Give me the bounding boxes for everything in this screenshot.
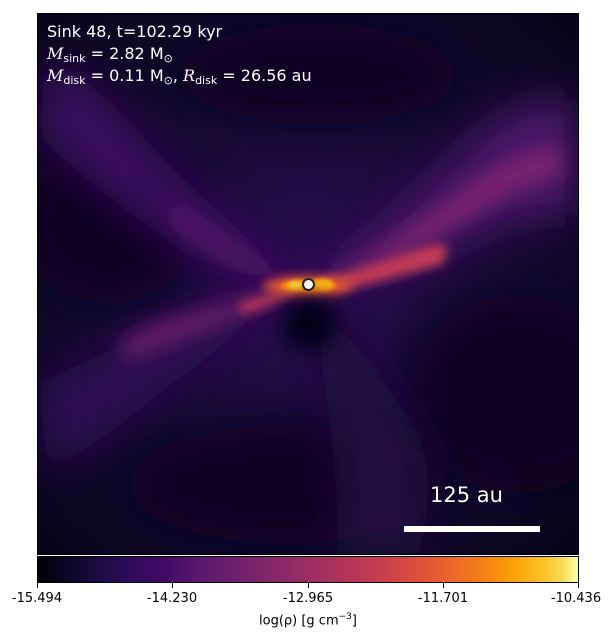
scale-bar-label: 125 au <box>430 483 503 507</box>
rdisk-separator: , <box>172 66 184 85</box>
rdisk-subscript: disk <box>195 74 218 87</box>
mdisk-unit-subscript: ⊙ <box>163 74 173 87</box>
sink-id-time-label: Sink 48, t=102.29 kyr <box>47 22 223 41</box>
colorbar-tick-label: -12.965 <box>282 591 334 606</box>
msink-unit-subscript: ⊙ <box>163 52 173 65</box>
colorbar-label-main: log(ρ) [g cm <box>259 613 339 629</box>
colorbar-label-end: ] <box>351 613 357 629</box>
msink-value: = 2.82 M <box>85 44 164 63</box>
colorbar-axis-label: log(ρ) [g cm−3] <box>259 612 357 628</box>
colorbar-tick-label: -11.701 <box>417 591 469 606</box>
colorbar-tick <box>172 583 173 588</box>
colorbar-tick-label: -14.230 <box>146 591 198 606</box>
colorbar-label-exponent: −3 <box>338 612 352 622</box>
density-map-panel: Sink 48, t=102.29 kyr Msink = 2.82 M⊙ Md… <box>37 13 579 555</box>
sink-mass-label: Msink = 2.82 M⊙ <box>47 43 173 69</box>
msink-symbol: M <box>47 44 64 63</box>
mdisk-value: = 0.11 M <box>85 66 164 85</box>
colorbar-tick-label: -15.494 <box>11 591 63 606</box>
colorbar-tick <box>443 583 444 588</box>
mdisk-subscript: disk <box>63 74 86 87</box>
rdisk-symbol: R <box>183 66 196 85</box>
scale-bar <box>404 526 540 532</box>
density-map-image <box>38 14 578 554</box>
msink-subscript: sink <box>63 52 86 65</box>
colorbar <box>37 556 579 583</box>
mdisk-symbol: M <box>47 66 64 85</box>
disk-properties-label: Mdisk = 0.11 M⊙, Rdisk = 26.56 au <box>47 65 312 91</box>
colorbar-tick <box>308 583 309 588</box>
sink-particle-marker <box>302 278 315 291</box>
colorbar-tick <box>37 583 38 588</box>
rdisk-value: = 26.56 au <box>217 66 312 85</box>
colorbar-tick <box>578 583 579 588</box>
colorbar-tick-label: -10.436 <box>550 591 602 606</box>
